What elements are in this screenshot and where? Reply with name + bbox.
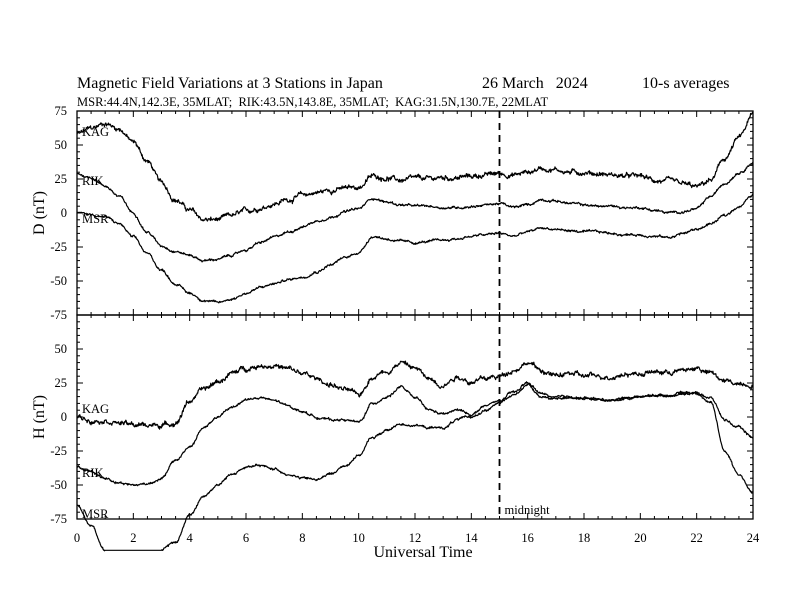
h-label-rik: RIK — [82, 466, 104, 480]
x-tick-label: 24 — [747, 531, 760, 545]
chart-title: Magnetic Field Variations at 3 Stations … — [77, 75, 383, 92]
x-tick-label: 10 — [352, 531, 365, 545]
x-tick-label: 2 — [130, 531, 136, 545]
x-tick-label: 12 — [409, 531, 422, 545]
chart-subtitle: MSR:44.4N,142.3E, 35MLAT; RIK:43.5N,143.… — [77, 95, 549, 109]
h-label-kag: KAG — [82, 402, 109, 416]
trace-msr — [77, 193, 753, 304]
x-tick-label: 0 — [74, 531, 80, 545]
y-tick-label: -50 — [50, 274, 67, 288]
y-tick-label: 50 — [55, 138, 68, 152]
d-panel-yticks: 75 50 25 0 -25 -50 -75 — [50, 104, 67, 322]
h-panel-yticks: 50 25 0 -25 -50 -75 — [50, 342, 67, 526]
d-panel-ylabel: D (nT) — [31, 191, 48, 235]
y-tick-label: -75 — [50, 512, 67, 526]
trace-kag — [77, 360, 753, 430]
d-label-rik: RIK — [82, 174, 104, 188]
x-tick-label: 16 — [521, 531, 534, 545]
y-tick-label: 75 — [55, 104, 68, 118]
x-tick-label: 22 — [690, 531, 703, 545]
y-tick-label: 0 — [61, 410, 67, 424]
y-tick-label: -25 — [50, 240, 67, 254]
y-tick-label: 50 — [55, 342, 68, 356]
x-axis-ticks: 0 2 4 6 8 10 12 14 16 18 20 22 24 — [74, 531, 760, 545]
h-panel-traces — [77, 360, 753, 552]
h-panel-frame — [76, 314, 754, 520]
x-tick-label: 6 — [243, 531, 249, 545]
trace-kag — [77, 111, 753, 222]
y-tick-label: 25 — [55, 172, 68, 186]
h-panel-ylabel: H (nT) — [31, 395, 48, 439]
trace-rik — [77, 381, 753, 487]
d-panel-traces — [77, 111, 753, 304]
x-tick-label: 14 — [465, 531, 478, 545]
trace-rik — [77, 162, 753, 263]
x-tick-label: 18 — [578, 531, 591, 545]
y-tick-label: -75 — [50, 308, 67, 322]
x-tick-label: 4 — [187, 531, 194, 545]
y-tick-label: -25 — [50, 444, 67, 458]
h-label-msr: MSR — [82, 507, 109, 521]
d-label-kag: KAG — [82, 125, 109, 139]
chart-resolution: 10-s averages — [642, 75, 730, 92]
axis-ticks — [76, 110, 754, 520]
chart-date: 26 March 2024 — [482, 75, 588, 92]
y-tick-label: 25 — [55, 376, 68, 390]
x-axis-label: Universal Time — [373, 544, 472, 561]
midnight-label: midnight — [505, 503, 551, 517]
trace-msr — [77, 382, 753, 552]
y-tick-label: -50 — [50, 478, 67, 492]
y-tick-label: 0 — [61, 206, 67, 220]
x-tick-label: 8 — [299, 531, 305, 545]
d-label-msr: MSR — [82, 212, 109, 226]
x-tick-label: 20 — [634, 531, 647, 545]
